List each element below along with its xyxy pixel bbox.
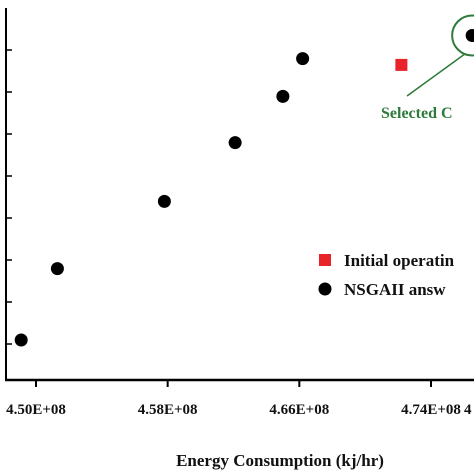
nsgaii-point xyxy=(228,136,242,150)
nsgaii-point xyxy=(157,194,171,208)
nsgaii-point xyxy=(14,333,28,347)
nsgaii-point xyxy=(50,262,64,276)
x-tick-label: 4.58E+08 xyxy=(138,402,198,418)
legend-marker-circle xyxy=(318,282,332,296)
selected-point-circle xyxy=(451,14,474,57)
x-tick-label: 4 xyxy=(464,402,472,418)
nsgaii-point xyxy=(296,52,310,66)
x-ticks: 4.50E+08 4.58E+08 4.66E+08 4.74E+08 4 xyxy=(6,380,472,418)
nsgaii-point xyxy=(276,89,290,103)
gridlines xyxy=(6,49,12,345)
legend-label: NSGAII answ xyxy=(344,280,446,299)
legend-marker-square xyxy=(319,254,331,266)
x-tick-label: 4.66E+08 xyxy=(269,402,329,418)
legend: Initial operatin NSGAII answ xyxy=(318,251,455,299)
selected-annotation: Selected C xyxy=(381,14,474,122)
x-axis-title: Energy Consumption (kj/hr) xyxy=(176,451,384,470)
annotation-label: Selected C xyxy=(381,105,453,122)
legend-label: Initial operatin xyxy=(344,251,455,270)
x-tick-label: 4.50E+08 xyxy=(6,402,66,418)
annotation-leader-line xyxy=(406,53,465,97)
initial-operating-point xyxy=(395,58,408,71)
nsgaii-point xyxy=(465,29,474,42)
x-tick-label: 4.74E+08 xyxy=(401,402,461,418)
data-points xyxy=(14,29,474,347)
